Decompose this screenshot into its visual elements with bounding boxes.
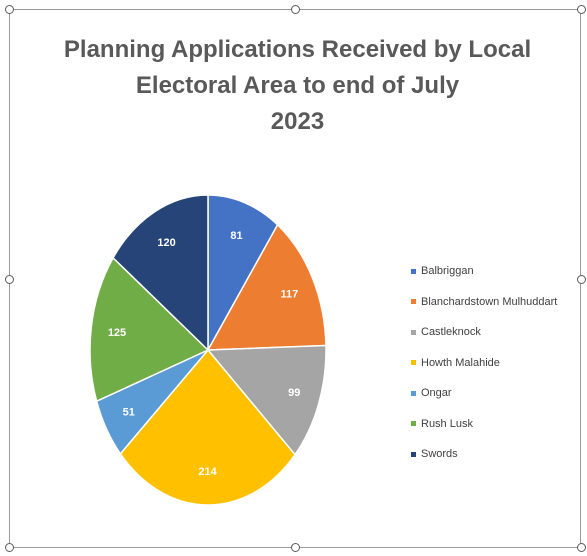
data-label-blanchardstown-mulhuddart: 117: [281, 289, 299, 301]
resize-handle-bottom-right[interactable]: [577, 543, 586, 552]
legend-item-howth-malahide[interactable]: Howth Malahide: [411, 348, 587, 379]
legend-label-castleknock: Castleknock: [421, 326, 481, 339]
pie-slice-balbriggan[interactable]: [207, 194, 279, 351]
resize-handle-top-left[interactable]: [5, 5, 14, 14]
chart-legend: Balbriggan Blanchardstown Mulhuddart Castl…: [411, 256, 587, 470]
chart-title-line-3: 2023: [270, 108, 325, 135]
data-label-swords: 120: [157, 237, 175, 249]
pie-slice-howth-malahide[interactable]: [119, 349, 296, 506]
legend-item-rush-lusk[interactable]: Rush Lusk: [411, 409, 587, 440]
chart-title-line-2: Electoral Area to end of July: [135, 72, 460, 99]
chart-title-line-1: Planning Applications Received by Local: [63, 36, 532, 63]
legend-item-swords[interactable]: Swords: [411, 439, 587, 470]
legend-swatch-balbriggan: [411, 268, 416, 274]
resize-handle-bottom-left[interactable]: [5, 543, 14, 552]
resize-handle-middle-left[interactable]: [5, 275, 14, 284]
resize-handle-top-center[interactable]: [291, 5, 300, 14]
legend-swatch-rush-lusk: [411, 421, 416, 427]
resize-handle-top-right[interactable]: [577, 5, 586, 14]
pie-slice-rush-lusk[interactable]: [89, 257, 209, 402]
legend-item-blanchardstown-mulhuddart[interactable]: Blanchardstown Mulhuddart: [411, 287, 587, 318]
data-label-ongar: 51: [123, 407, 135, 419]
legend-swatch-castleknock: [411, 329, 416, 335]
resize-handle-middle-right[interactable]: [577, 275, 586, 284]
legend-swatch-howth-malahide: [411, 360, 416, 366]
legend-swatch-swords: [411, 451, 416, 457]
legend-label-swords: Swords: [421, 448, 458, 461]
legend-label-ongar: Ongar: [421, 387, 452, 400]
legend-swatch-ongar: [411, 390, 416, 396]
data-label-castleknock: 99: [288, 387, 300, 399]
legend-item-castleknock[interactable]: Castleknock: [411, 317, 587, 348]
chart-title: Planning Applications Received by Local …: [60, 32, 535, 140]
legend-label-balbriggan: Balbriggan: [421, 265, 474, 278]
legend-item-balbriggan[interactable]: Balbriggan: [411, 256, 587, 287]
legend-swatch-blanchardstown-mulhuddart: [411, 299, 416, 305]
pie-slice-swords[interactable]: [112, 194, 209, 351]
pie-slice-blanchardstown-mulhuddart[interactable]: [207, 224, 327, 351]
legend-label-howth-malahide: Howth Malahide: [421, 356, 500, 369]
pie-slice-castleknock[interactable]: [207, 344, 327, 456]
legend-item-ongar[interactable]: Ongar: [411, 378, 587, 409]
legend-label-blanchardstown-mulhuddart: Blanchardstown Mulhuddart: [421, 295, 558, 308]
legend-label-rush-lusk: Rush Lusk: [421, 417, 473, 430]
resize-handle-bottom-center[interactable]: [291, 543, 300, 552]
data-label-balbriggan: 81: [230, 230, 242, 242]
data-label-howth-malahide: 214: [198, 466, 217, 478]
data-label-rush-lusk: 125: [108, 327, 126, 339]
